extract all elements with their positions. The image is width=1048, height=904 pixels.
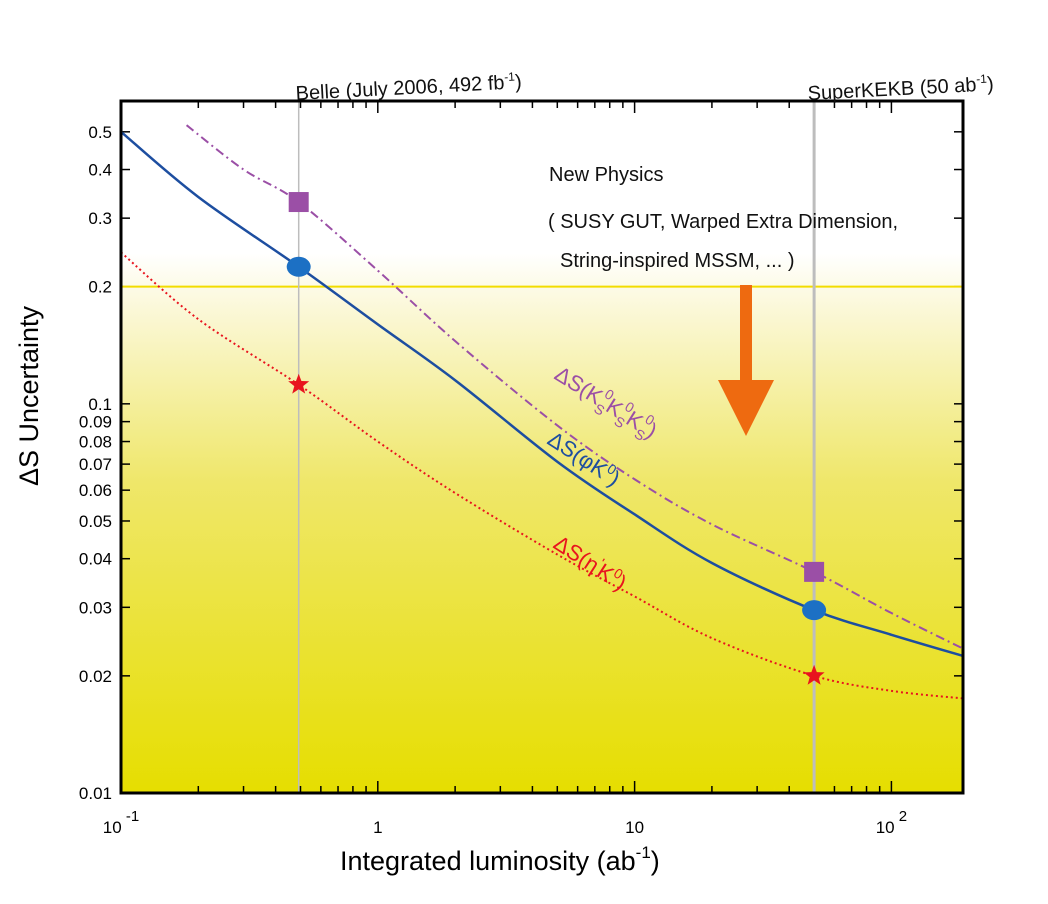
- arrow-head: [718, 380, 774, 436]
- y-tick-label: 0.02: [79, 667, 112, 686]
- y-tick-label: 0.03: [79, 598, 112, 617]
- y-tick-label: 0.5: [88, 123, 112, 142]
- x-tick-base: 10: [625, 818, 644, 837]
- new-physics-arrow: [718, 285, 774, 436]
- x-axis-title-sup: -1: [636, 843, 651, 862]
- x-axis-title-close: ): [651, 846, 660, 876]
- x-tick-label: 1: [373, 818, 382, 837]
- x-tick-base: 1: [373, 818, 382, 837]
- y-tick-label: 0.01: [79, 784, 112, 803]
- x-axis-title: Integrated luminosity (ab-1): [340, 843, 660, 876]
- phi-point: [286, 256, 311, 277]
- y-tick-label: 0.4: [88, 161, 112, 180]
- eta-point: [803, 664, 825, 685]
- y-tick-label: 0.1: [88, 395, 112, 414]
- ks-point: [804, 561, 825, 582]
- ks-point: [288, 192, 309, 213]
- x-tick-base: 10: [103, 818, 122, 837]
- y-tick-label: 0.09: [79, 413, 112, 432]
- arrow-shaft: [740, 285, 752, 397]
- belle-label-close: ): [515, 71, 523, 93]
- plot-frame: [119, 99, 965, 795]
- y-tick-label: 0.2: [88, 278, 112, 297]
- plot-area-fill: [121, 101, 963, 793]
- x-tick-label: 10 -1: [103, 808, 139, 837]
- ks-curve: [185, 124, 964, 650]
- x-tick-label: 10 2: [876, 808, 907, 837]
- phi-point: [802, 600, 827, 621]
- x-tick-labels: 10 -11 10 10 2: [103, 808, 907, 837]
- y-tick-label: 0.07: [79, 455, 112, 474]
- eta-point: [288, 373, 310, 394]
- y-tick-labels: 0.5 0.4 0.3 0.2 0.10.090.08 0.07 0.06 0.05 0.04 0…: [79, 123, 112, 803]
- y-tick-label: 0.3: [88, 209, 112, 228]
- y-tick-label: 0.04: [79, 550, 112, 569]
- x-tick-exponent: 2: [895, 808, 908, 825]
- x-tick-exponent: -1: [122, 808, 140, 825]
- belle-label-sup: -1: [504, 70, 516, 85]
- superkekb-label: SuperKEKB (50 ab-1): [807, 71, 994, 105]
- eta-curve: [120, 251, 964, 700]
- data-points: [286, 192, 827, 685]
- plot-background: [121, 101, 963, 793]
- plot-border: [119, 99, 965, 795]
- y-tick-label: 0.08: [79, 433, 112, 452]
- x-tick-label: 10: [625, 818, 644, 837]
- new-physics-title: New Physics: [549, 164, 663, 186]
- y-tick-label: 0.06: [79, 481, 112, 500]
- y-axis-title: ΔS Uncertainty: [14, 305, 44, 486]
- x-tick-base: 10: [876, 818, 895, 837]
- y-tick-label: 0.05: [79, 512, 112, 531]
- new-physics-line1: ( SUSY GUT, Warped Extra Dimension,: [548, 211, 898, 233]
- new-physics-line2: String-inspired MSSM, ... ): [560, 250, 795, 272]
- superkekb-label-close: ): [987, 73, 995, 95]
- x-axis-title-main: Integrated luminosity (ab: [340, 846, 636, 876]
- superkekb-label-sup: -1: [976, 72, 988, 87]
